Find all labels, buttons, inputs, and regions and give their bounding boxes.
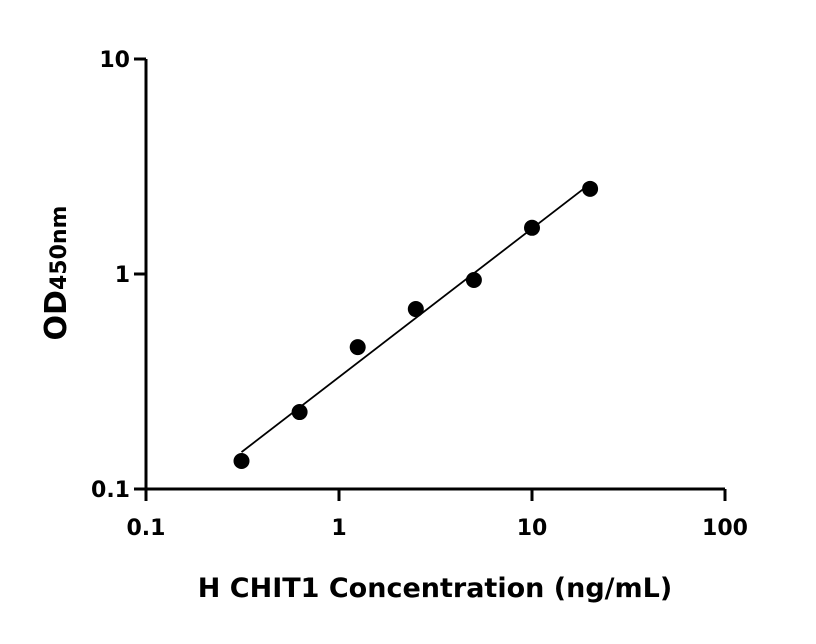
data-point [291, 404, 308, 421]
data-point [582, 180, 599, 197]
y-tick-label: 1 [115, 263, 130, 288]
data-point [233, 452, 250, 469]
axes: 0.1 1 10 100 0.1 1 10 [91, 48, 748, 541]
y-axis-label-main: OD [39, 290, 74, 340]
x-axis-label: H CHIT1 Concentration (ng/mL) [198, 573, 672, 604]
data-point [465, 271, 482, 288]
x-tick-label: 0.1 [127, 516, 166, 541]
x-tick-label: 10 [517, 516, 548, 541]
y-tick-label: 0.1 [91, 478, 130, 503]
data-point [407, 301, 424, 318]
data-point [524, 219, 540, 236]
x-tick-label: 100 [702, 516, 748, 541]
y-tick-label: 10 [99, 48, 130, 73]
x-tick-label: 1 [331, 516, 346, 541]
data-point [349, 339, 366, 356]
data-points [233, 180, 599, 469]
y-axis-label: OD450nm [39, 206, 74, 341]
y-axis-label-sub: 450nm [47, 206, 72, 291]
